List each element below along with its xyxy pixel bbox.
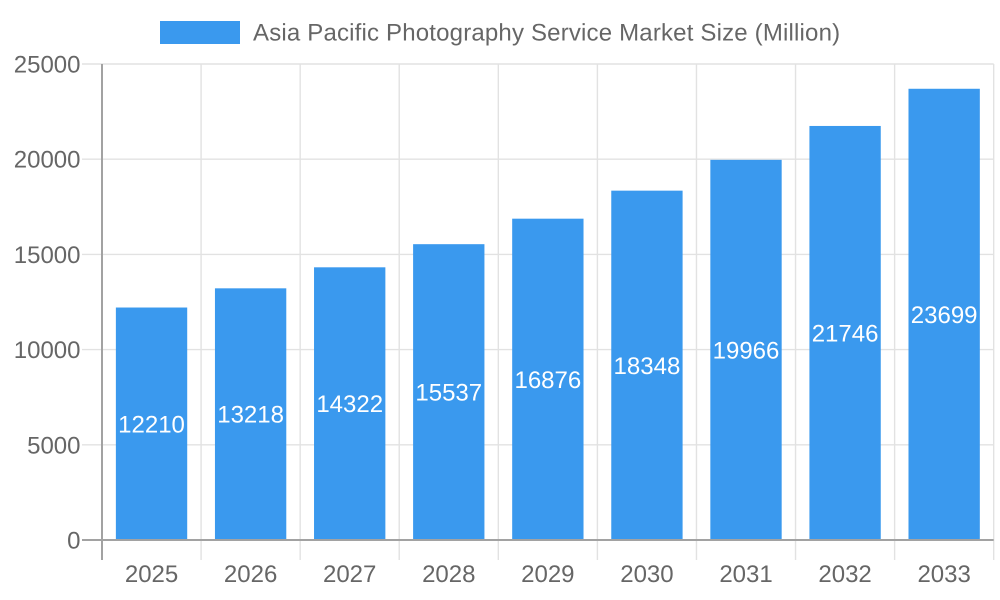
svg-text:2026: 2026 [224, 561, 277, 588]
svg-text:12210: 12210 [118, 411, 185, 438]
svg-text:23699: 23699 [911, 302, 978, 329]
svg-text:18348: 18348 [614, 353, 681, 380]
svg-text:15000: 15000 [14, 242, 81, 269]
svg-text:2032: 2032 [818, 561, 871, 588]
svg-text:0: 0 [67, 528, 80, 555]
svg-text:19966: 19966 [713, 337, 780, 364]
svg-text:15537: 15537 [415, 380, 482, 407]
svg-text:14322: 14322 [316, 391, 383, 418]
svg-text:2025: 2025 [125, 561, 178, 588]
svg-text:21746: 21746 [812, 320, 879, 347]
svg-text:16876: 16876 [514, 367, 581, 394]
svg-text:10000: 10000 [14, 337, 81, 364]
svg-text:25000: 25000 [14, 52, 81, 79]
svg-text:20000: 20000 [14, 147, 81, 174]
svg-text:13218: 13218 [217, 402, 284, 429]
svg-text:Asia Pacific Photography Servi: Asia Pacific Photography Service Market … [253, 20, 840, 47]
svg-text:2033: 2033 [917, 561, 970, 588]
svg-text:2030: 2030 [620, 561, 673, 588]
svg-text:2028: 2028 [422, 561, 475, 588]
svg-text:2029: 2029 [521, 561, 574, 588]
svg-text:2027: 2027 [323, 561, 376, 588]
svg-text:5000: 5000 [27, 432, 80, 459]
svg-text:2031: 2031 [719, 561, 772, 588]
